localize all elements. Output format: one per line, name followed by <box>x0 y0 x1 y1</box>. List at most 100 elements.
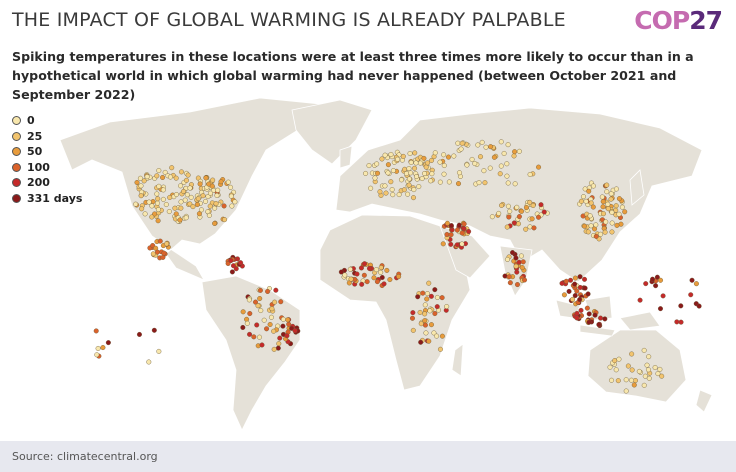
location-dot <box>629 351 635 357</box>
location-dot <box>137 175 143 181</box>
location-dot <box>178 199 184 205</box>
location-dot <box>418 321 424 327</box>
location-dot <box>655 371 661 377</box>
location-dot <box>412 165 418 171</box>
location-dot <box>94 352 100 358</box>
location-dot <box>612 358 618 364</box>
location-dot <box>416 184 422 190</box>
location-dot <box>264 326 270 332</box>
location-dot <box>407 151 413 157</box>
location-dot <box>529 216 535 222</box>
location-dot <box>162 169 168 175</box>
location-dot <box>197 181 203 187</box>
location-dot <box>151 327 157 333</box>
location-dot <box>375 170 381 176</box>
location-dot <box>643 281 649 287</box>
logo-text: COP <box>634 6 690 35</box>
location-dot <box>506 214 512 220</box>
location-dot <box>439 295 445 301</box>
location-dot <box>646 354 652 360</box>
location-dot <box>373 267 379 273</box>
footer: Source: climatecentral.org <box>0 441 736 472</box>
location-dot <box>434 304 440 310</box>
location-dot <box>422 311 428 317</box>
location-dot <box>644 362 650 368</box>
location-dot <box>479 139 485 145</box>
location-dot <box>622 209 628 215</box>
location-dot <box>590 204 596 210</box>
location-dot <box>146 199 152 205</box>
location-dot <box>412 150 418 156</box>
location-dot <box>616 196 622 202</box>
location-dot <box>516 259 522 265</box>
location-dot <box>366 163 372 169</box>
location-dot <box>424 291 430 297</box>
location-dot <box>228 258 234 264</box>
location-dot <box>156 183 162 189</box>
location-dot <box>432 311 438 317</box>
location-dot <box>395 156 401 162</box>
location-dot <box>269 306 275 312</box>
location-dot <box>504 173 510 179</box>
location-dot <box>382 152 388 158</box>
location-dot <box>505 142 511 148</box>
location-dot <box>600 211 606 217</box>
location-dot <box>149 214 155 220</box>
location-dot <box>426 338 432 344</box>
legend-label: 50 <box>27 145 43 159</box>
location-dot <box>625 363 631 369</box>
location-dot <box>572 293 578 299</box>
location-dot <box>531 225 537 231</box>
location-dot <box>276 341 282 347</box>
location-dot <box>150 251 156 257</box>
location-dot <box>496 210 502 216</box>
location-dot <box>410 195 416 201</box>
location-dot <box>178 183 184 189</box>
location-dot <box>538 202 544 208</box>
location-dot <box>586 319 592 325</box>
location-dot <box>389 187 395 193</box>
location-dot <box>275 345 281 351</box>
legend-swatch <box>12 131 21 141</box>
location-dot <box>167 194 173 200</box>
location-dot <box>466 228 472 234</box>
legend-item: 0 <box>12 113 82 129</box>
location-dot <box>489 214 495 220</box>
location-dot <box>154 173 160 179</box>
location-dot <box>429 157 435 163</box>
location-dot <box>628 377 634 383</box>
location-dot <box>160 196 166 202</box>
location-dot <box>659 373 665 379</box>
location-dot <box>408 170 414 176</box>
location-dot <box>381 281 387 287</box>
location-dot <box>267 322 273 328</box>
location-dot <box>93 328 99 334</box>
location-dot <box>185 172 191 178</box>
location-dot <box>586 188 592 194</box>
location-dot <box>658 277 664 283</box>
location-dot <box>513 263 519 269</box>
location-dot <box>342 272 348 278</box>
location-dot <box>169 165 175 171</box>
location-dot <box>504 256 510 262</box>
location-dot <box>650 276 656 282</box>
location-dot <box>652 365 658 371</box>
location-dot <box>144 174 150 180</box>
location-dot <box>105 340 111 346</box>
location-dot <box>427 308 433 314</box>
location-dot <box>383 190 389 196</box>
location-dot <box>247 311 253 317</box>
location-dot <box>194 201 200 207</box>
location-dot <box>515 221 521 227</box>
location-dot <box>445 154 451 160</box>
location-dot <box>441 152 447 158</box>
location-dot <box>160 254 166 260</box>
location-dot <box>570 296 576 302</box>
location-dot <box>459 230 465 236</box>
location-dot <box>138 183 144 189</box>
location-dot <box>405 191 411 197</box>
location-dot <box>456 181 462 187</box>
location-dot <box>213 201 219 207</box>
location-dot <box>259 342 265 348</box>
